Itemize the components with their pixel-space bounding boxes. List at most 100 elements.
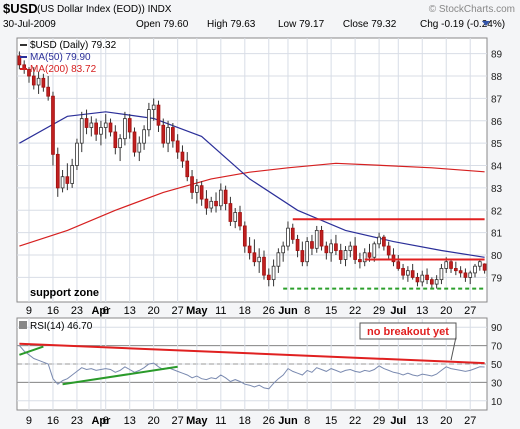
candle-body — [161, 124, 166, 144]
candle-body — [41, 77, 46, 88]
candle-body — [410, 270, 415, 278]
x-tick-label: 11 — [215, 305, 226, 317]
candle-body — [276, 252, 281, 267]
candle-body — [151, 104, 156, 110]
x-tick-label: 23 — [71, 305, 83, 317]
candle-body — [377, 236, 381, 245]
quote-open: Open 79.60 — [136, 19, 189, 30]
legend-label: MA(50) 79.90 — [30, 52, 91, 63]
candle-body — [223, 189, 228, 204]
rsi-x-tick-label: 11 — [215, 415, 226, 427]
candle-body — [242, 225, 247, 247]
candle-body — [415, 276, 420, 283]
rsi-x-tick-label: 22 — [349, 415, 361, 427]
candle-body — [266, 274, 271, 281]
candle-body — [65, 176, 70, 184]
candle-body — [147, 109, 151, 131]
y-tick-label: 86 — [491, 117, 503, 128]
candle-body — [190, 176, 194, 193]
legend-label: MA(200) 83.72 — [30, 64, 97, 75]
candle-body — [463, 272, 468, 278]
rsi-x-tick-label: 27 — [172, 415, 184, 427]
rsi-x-tick-label: 16 — [47, 415, 59, 427]
candle-body — [156, 104, 161, 126]
candle-body — [300, 250, 305, 263]
candle-body — [70, 165, 74, 184]
candle-body — [468, 272, 473, 278]
y-tick-label: 80 — [491, 251, 503, 262]
candle-body — [123, 118, 127, 140]
x-tick-label: 20 — [440, 305, 452, 317]
candle-body — [252, 252, 257, 263]
candle-body — [372, 243, 377, 258]
candle-body — [166, 127, 170, 144]
ma50-line — [19, 111, 485, 258]
candle-body — [46, 86, 51, 97]
candle-body — [185, 160, 190, 178]
quote-low: Low 79.17 — [278, 19, 325, 30]
rsi-trendline-red — [19, 342, 485, 365]
rsi-x-tick-label: 29 — [373, 415, 385, 427]
candle-body — [175, 140, 180, 153]
rsi-y-tick-label: 10 — [491, 397, 503, 408]
annotation-box — [359, 322, 457, 340]
candle-body — [329, 243, 333, 254]
candle-body — [310, 241, 314, 249]
x-tick-label: 18 — [239, 305, 251, 317]
symbol-label: $USD — [3, 1, 38, 16]
candle-body — [180, 151, 185, 162]
quote-close: Close 79.32 — [343, 19, 397, 30]
candle-body — [271, 265, 276, 281]
candle-body — [204, 198, 209, 209]
rsi-x-tick-label: May — [186, 415, 208, 427]
main-panel — [16, 37, 488, 303]
chevron-down-icon — [482, 21, 490, 26]
rsi-y-tick-label: 90 — [491, 323, 503, 334]
rsi-x-tick-label: 9 — [26, 415, 32, 427]
x-tick-label: Apr — [91, 305, 111, 317]
candle-body — [324, 245, 329, 254]
candle-body — [199, 185, 204, 200]
quote-chg: Chg -0.19 (-0.24%) — [420, 19, 505, 30]
index-name-label: (US Dollar Index (EOD)) INDX — [37, 4, 172, 15]
legend-label: $USD (Daily) 79.32 — [30, 40, 117, 51]
candle-body — [36, 77, 41, 86]
x-tick-label: 13 — [416, 305, 428, 317]
candle-body — [482, 263, 487, 271]
x-tick-label: 6 — [103, 305, 109, 317]
candle-body — [453, 268, 458, 272]
candle-body — [233, 212, 238, 222]
candle-body — [60, 176, 65, 189]
candle-body — [353, 245, 357, 260]
rsi-x-tick-label: 13 — [124, 415, 136, 427]
candle-body — [94, 122, 98, 135]
candle-body — [449, 261, 453, 269]
x-tick-label: 8 — [304, 305, 310, 317]
x-tick-label: 16 — [47, 305, 59, 317]
candle-body — [362, 252, 367, 263]
y-tick-label: 81 — [491, 229, 503, 240]
rsi-trendline-green — [62, 365, 178, 386]
candle-body — [406, 270, 410, 276]
x-tick-label: 9 — [26, 305, 32, 317]
candle-body — [55, 153, 60, 189]
x-tick-label: 26 — [263, 305, 275, 317]
rsi-x-tick-label: 6 — [103, 415, 109, 427]
rsi-x-tick-label: 23 — [71, 415, 83, 427]
rsi-x-tick-label: Apr — [91, 415, 111, 427]
candle-body — [108, 122, 113, 133]
rsi-x-tick-label: 13 — [416, 415, 428, 427]
candle-body — [434, 279, 439, 285]
candle-body — [386, 245, 391, 256]
candle-body — [84, 118, 89, 128]
candle-body — [118, 138, 122, 149]
candle-body — [334, 243, 338, 251]
rsi-x-tick-label: 20 — [148, 415, 160, 427]
candle-body — [420, 274, 425, 283]
rsi-x-tick-label: 18 — [239, 415, 251, 427]
quote-high: High 79.63 — [207, 19, 256, 30]
support-zone-label: support zone — [30, 287, 99, 299]
candle-body — [295, 238, 300, 251]
candle-body — [132, 131, 137, 153]
